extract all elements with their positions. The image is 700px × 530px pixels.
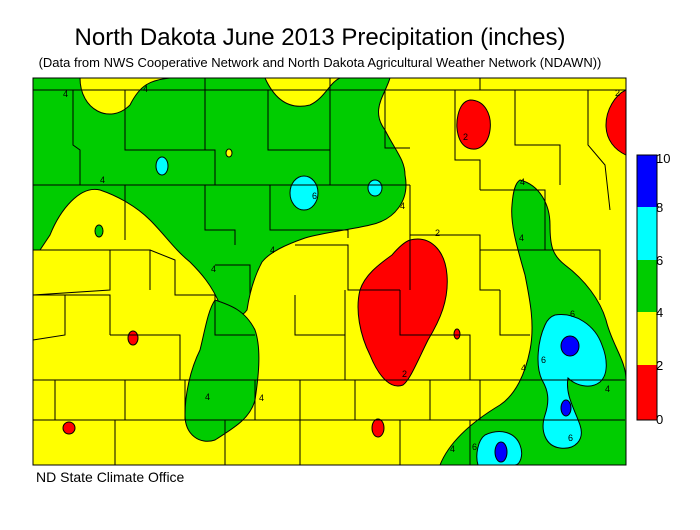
- legend: 10 8 6 4 2 0: [636, 151, 670, 427]
- contour-labels: 4 4 4 4 4 4 6 4 4 2 2 2 2 6 6 4 4 6 6 4 …: [63, 84, 620, 454]
- contour-label: 4: [100, 175, 105, 185]
- contour-label: 6: [570, 309, 575, 319]
- zone-4-6-spot: [94, 224, 104, 238]
- zone-0-2-north: [456, 99, 491, 150]
- contour-label: 6: [312, 191, 317, 201]
- state-outline: [32, 77, 627, 466]
- zone-6-8-northwest: [155, 156, 169, 176]
- contour-label: 6: [568, 433, 573, 443]
- contour-label: 2: [615, 88, 620, 98]
- contour-label: 4: [519, 233, 524, 243]
- contour-label: 4: [63, 89, 68, 99]
- legend-label: 6: [656, 253, 663, 268]
- legend-label: 10: [656, 151, 670, 166]
- zone-0-2-southwest: [62, 421, 76, 435]
- zone-8-10-southeast: [560, 399, 572, 417]
- contour-label: 6: [541, 355, 546, 365]
- legend-label: 2: [656, 358, 663, 373]
- credit-text: ND State Climate Office: [36, 469, 185, 485]
- map-title: North Dakota June 2013 Precipitation (in…: [74, 24, 566, 51]
- legend-label: 0: [656, 412, 663, 427]
- zone-6-8-east: [537, 314, 607, 449]
- contour-label: 4: [521, 363, 526, 373]
- contour-label: 4: [211, 264, 216, 274]
- zone-0-2-south: [371, 418, 385, 438]
- contour-label: 2: [402, 369, 407, 379]
- map-subtitle: (Data from NWS Cooperative Network and N…: [38, 55, 602, 70]
- zone-2-4-spot: [225, 148, 233, 158]
- zone-6-8-north-central: [367, 179, 383, 197]
- legend-label: 4: [656, 305, 663, 320]
- zone-0-2-central-east: [453, 328, 461, 340]
- legend-label: 8: [656, 200, 663, 215]
- contour-label: 4: [259, 393, 264, 403]
- contour-label: 4: [205, 392, 210, 402]
- contour-label: 4: [143, 84, 148, 94]
- zone-0-2-northeast: [605, 89, 626, 156]
- legend-swatch-4-6: [637, 260, 657, 312]
- legend-frame: [636, 154, 658, 421]
- county-boundaries: [32, 78, 626, 465]
- contour-label: 4: [400, 201, 405, 211]
- legend-swatch-8-10: [637, 155, 657, 207]
- contour-label: 4: [520, 177, 525, 187]
- zone-0-2-west: [127, 330, 139, 346]
- zone-0-2-central: [357, 238, 448, 387]
- zone-8-10-south: [494, 441, 508, 463]
- zone-8-10-east: [560, 335, 580, 357]
- contour-label: 6: [472, 442, 477, 452]
- legend-swatch-2-4: [637, 312, 657, 365]
- legend-swatch-6-8: [637, 207, 657, 260]
- contour-label: 4: [605, 384, 610, 394]
- zone-4-6-east: [439, 179, 626, 465]
- legend-swatch-0-2: [637, 365, 657, 420]
- contour-label: 4: [270, 245, 275, 255]
- contour-label: 2: [463, 132, 468, 142]
- contour-label: 2: [435, 228, 440, 238]
- precipitation-fill: [33, 78, 626, 465]
- contour-label: 4: [450, 444, 455, 454]
